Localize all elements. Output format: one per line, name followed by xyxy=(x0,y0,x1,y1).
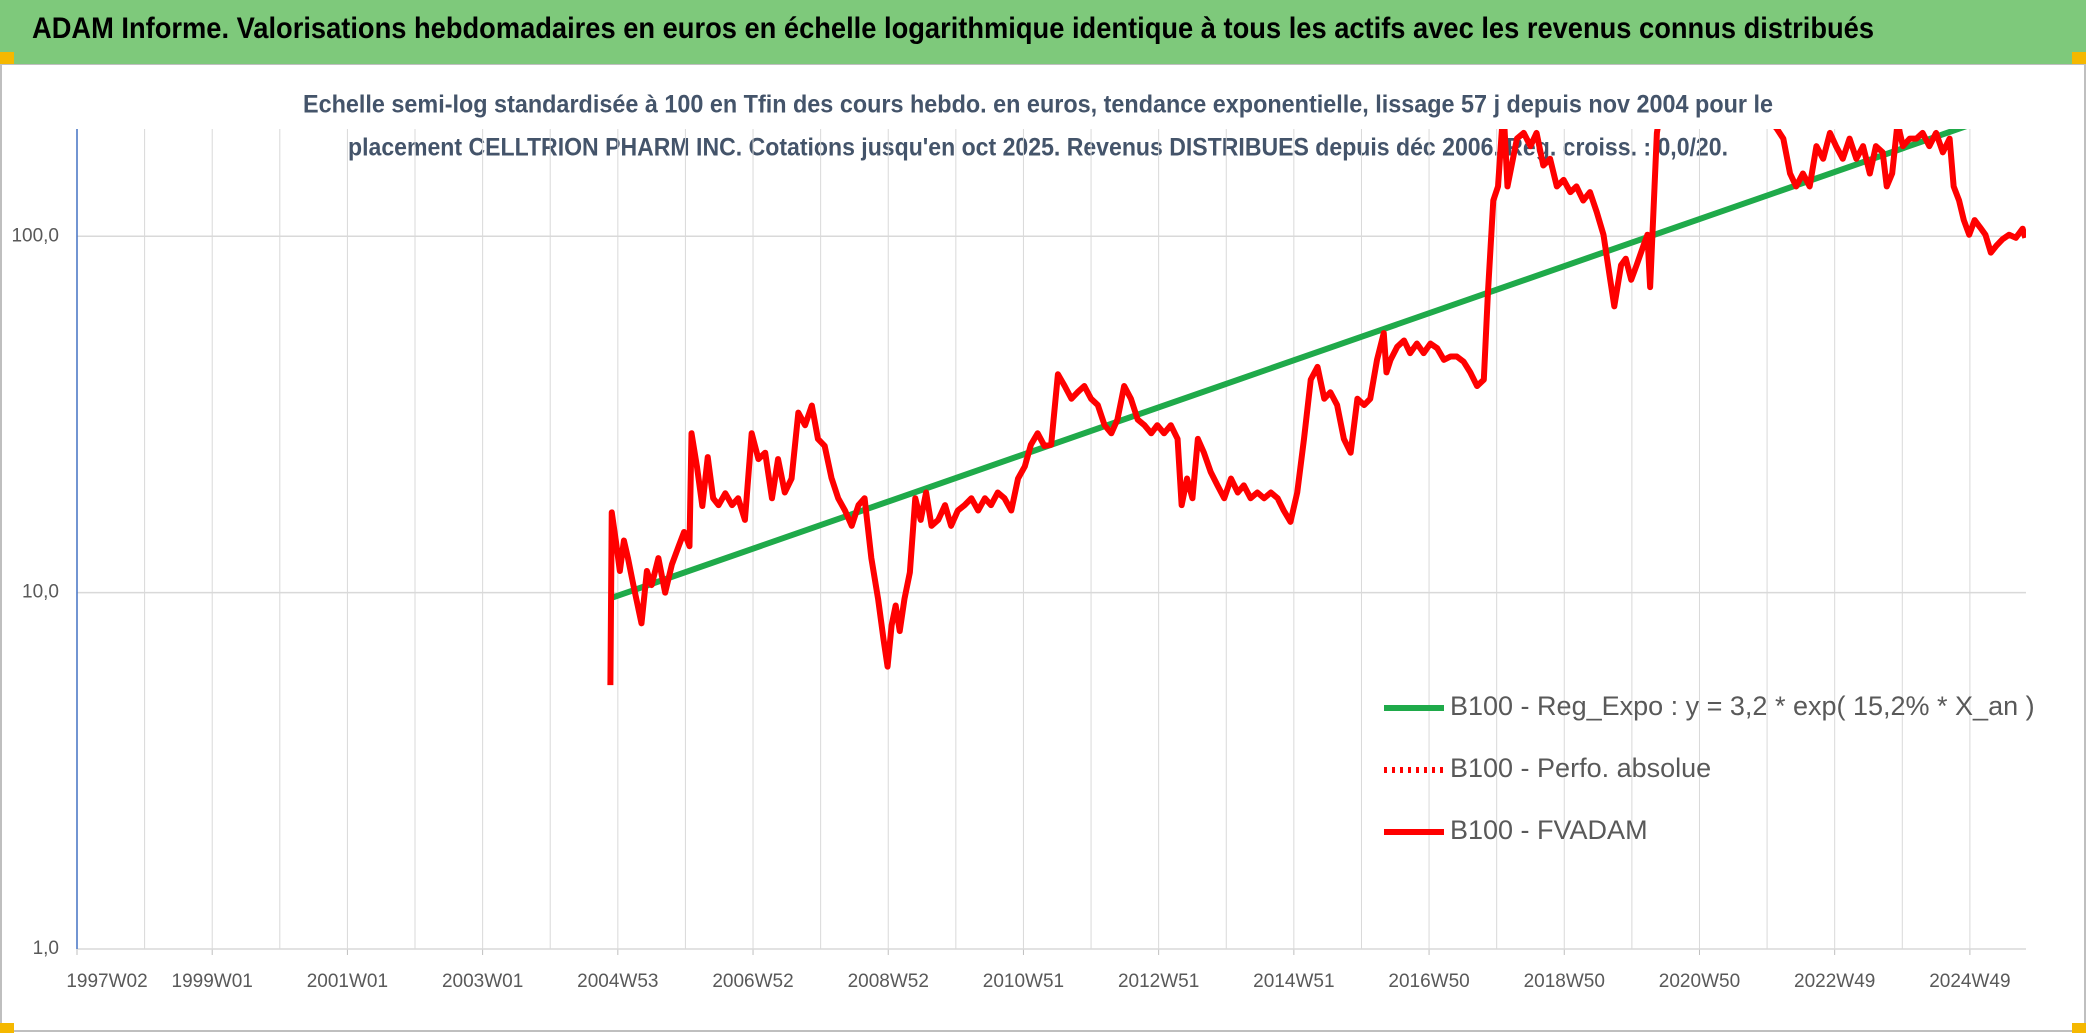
title-bar xyxy=(0,0,2086,64)
x-tick-label: 2004W53 xyxy=(577,971,658,992)
x-tick-label: 2018W50 xyxy=(1524,971,1605,992)
y-tick-label: 10,0 xyxy=(22,582,59,603)
x-tick-label: 2016W50 xyxy=(1388,971,1469,992)
x-tick-label: 2001W01 xyxy=(307,971,388,992)
x-tick-label: 2006W52 xyxy=(712,971,793,992)
x-tick-label: 2014W51 xyxy=(1253,971,1334,992)
x-tick-label: 2024W49 xyxy=(1929,971,2010,992)
corner xyxy=(0,1023,14,1033)
corner xyxy=(0,52,14,64)
y-tick-label: 100,0 xyxy=(11,225,59,246)
series-line xyxy=(607,129,2026,686)
legend-label: B100 - Reg_Expo : y = 3,2 * exp( 15,2% *… xyxy=(1450,691,2035,721)
subtitle: Echelle semi-log standardisée à 100 en T… xyxy=(303,91,1773,119)
chart-title: ADAM Informe. Valorisations hebdomadaire… xyxy=(32,12,1874,45)
x-tick-label: 2003W01 xyxy=(442,971,523,992)
y-tick-label: 1,0 xyxy=(33,938,59,959)
x-tick-label: 2012W51 xyxy=(1118,971,1199,992)
x-tick-label: 1997W02 xyxy=(66,971,147,992)
x-tick-label: 2020W50 xyxy=(1659,971,1740,992)
legend-label: B100 - Perfo. absolue xyxy=(1450,753,1711,783)
corner xyxy=(2072,1023,2086,1033)
x-tick-label: 1999W01 xyxy=(172,971,253,992)
x-tick-label: 2022W49 xyxy=(1794,971,1875,992)
x-tick-label: 2010W51 xyxy=(983,971,1064,992)
corner xyxy=(2072,52,2086,64)
x-tick-label: 2008W52 xyxy=(848,971,929,992)
legend-label: B100 - FVADAM xyxy=(1450,815,1648,845)
